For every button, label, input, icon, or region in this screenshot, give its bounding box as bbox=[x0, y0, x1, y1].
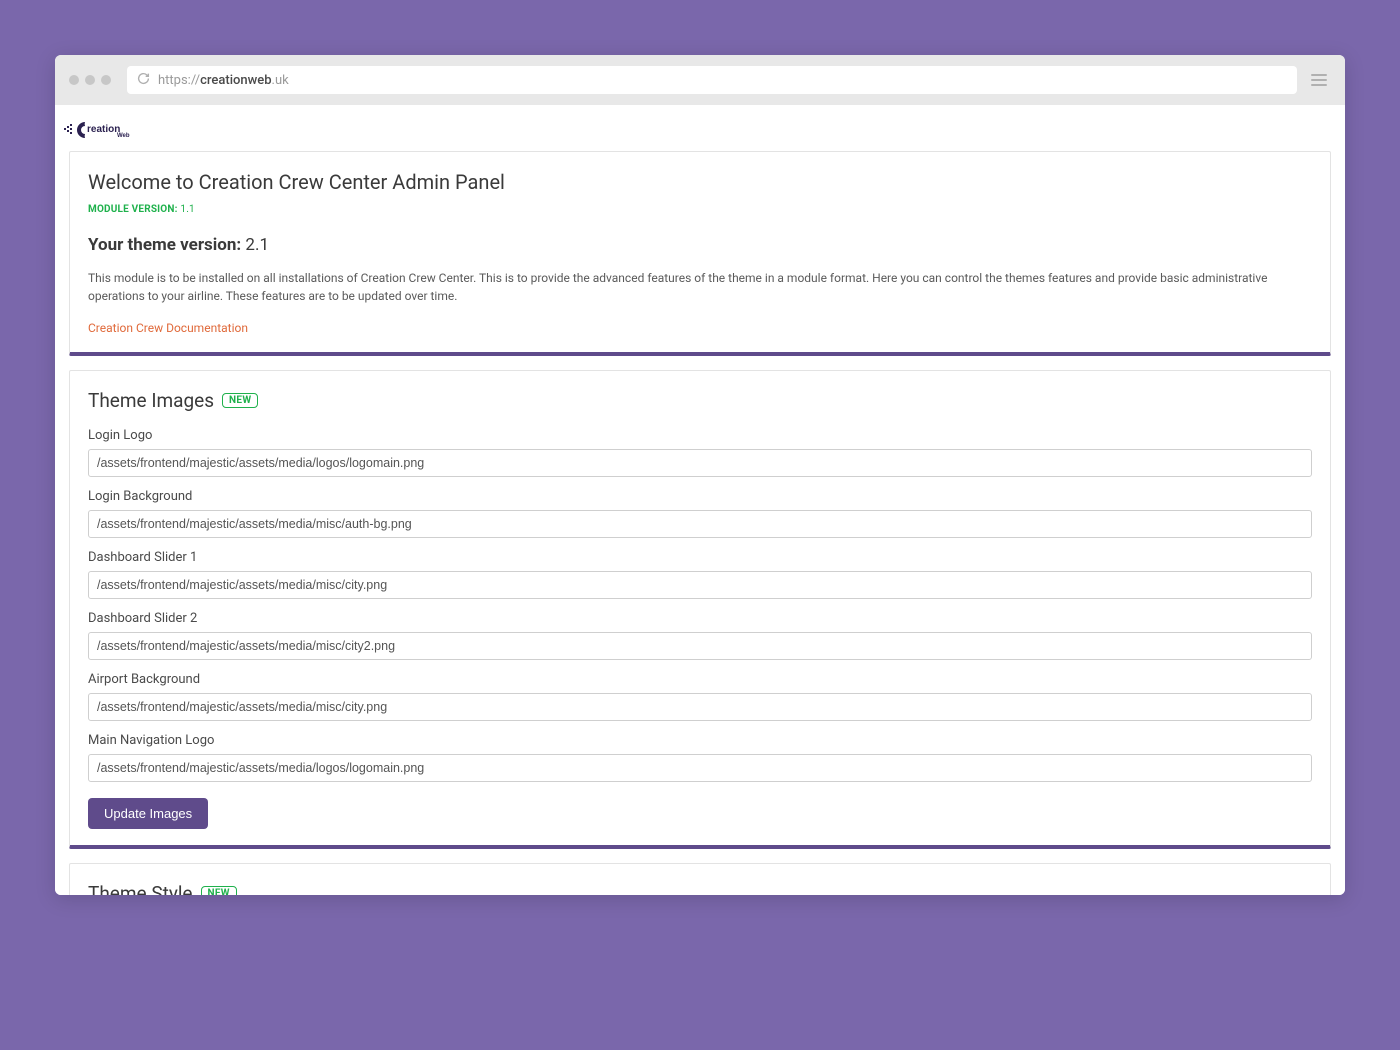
image-field-label: Airport Background bbox=[88, 672, 1312, 687]
reload-icon[interactable] bbox=[137, 72, 150, 89]
minimize-window-icon[interactable] bbox=[85, 75, 95, 85]
theme-version: Your theme version: 2.1 bbox=[88, 235, 1312, 255]
intro-description: This module is to be installed on all in… bbox=[88, 269, 1312, 305]
url-bar[interactable]: https://creationweb.uk bbox=[127, 66, 1297, 94]
image-field-group: Login Background bbox=[88, 489, 1312, 538]
image-field-label: Login Background bbox=[88, 489, 1312, 504]
image-path-input[interactable] bbox=[88, 571, 1312, 599]
image-field-label: Dashboard Slider 2 bbox=[88, 611, 1312, 626]
module-version: MODULE VERSION: 1.1 bbox=[88, 204, 1312, 215]
close-window-icon[interactable] bbox=[69, 75, 79, 85]
image-field-label: Login Logo bbox=[88, 428, 1312, 443]
image-path-input[interactable] bbox=[88, 754, 1312, 782]
image-field-group: Login Logo bbox=[88, 428, 1312, 477]
image-field-group: Dashboard Slider 2 bbox=[88, 611, 1312, 660]
image-field-group: Airport Background bbox=[88, 672, 1312, 721]
site-logo[interactable]: reation Web bbox=[63, 115, 1337, 145]
intro-card: Welcome to Creation Crew Center Admin Pa… bbox=[69, 151, 1331, 356]
image-path-input[interactable] bbox=[88, 693, 1312, 721]
svg-text:reation: reation bbox=[87, 124, 120, 135]
browser-menu-icon[interactable] bbox=[1307, 68, 1331, 92]
page-title: Welcome to Creation Crew Center Admin Pa… bbox=[88, 170, 1312, 194]
theme-style-card: Theme Style NEW Login Background Colour … bbox=[69, 863, 1331, 895]
theme-images-card: Theme Images NEW Login Logo Login Backgro… bbox=[69, 370, 1331, 849]
logo-icon: reation Web bbox=[63, 115, 133, 145]
svg-text:Web: Web bbox=[117, 133, 130, 139]
maximize-window-icon[interactable] bbox=[101, 75, 111, 85]
image-field-group: Dashboard Slider 1 bbox=[88, 550, 1312, 599]
new-badge: NEW bbox=[222, 393, 258, 408]
url-text: https://creationweb.uk bbox=[158, 73, 289, 88]
image-path-input[interactable] bbox=[88, 632, 1312, 660]
new-badge: NEW bbox=[201, 886, 237, 895]
image-field-label: Dashboard Slider 1 bbox=[88, 550, 1312, 565]
window-controls bbox=[69, 75, 111, 85]
image-path-input[interactable] bbox=[88, 510, 1312, 538]
theme-style-heading: Theme Style NEW bbox=[88, 882, 1312, 895]
theme-images-heading: Theme Images NEW bbox=[88, 389, 1312, 412]
documentation-link[interactable]: Creation Crew Documentation bbox=[88, 321, 248, 335]
browser-window: https://creationweb.uk reation Web bbox=[55, 55, 1345, 895]
page-body: reation Web Welcome to Creation Crew Cen… bbox=[55, 105, 1345, 895]
image-path-input[interactable] bbox=[88, 449, 1312, 477]
browser-chrome: https://creationweb.uk bbox=[55, 55, 1345, 105]
logo-bar: reation Web bbox=[55, 105, 1345, 151]
image-field-label: Main Navigation Logo bbox=[88, 733, 1312, 748]
update-images-button[interactable]: Update Images bbox=[88, 798, 208, 829]
image-field-group: Main Navigation Logo bbox=[88, 733, 1312, 782]
